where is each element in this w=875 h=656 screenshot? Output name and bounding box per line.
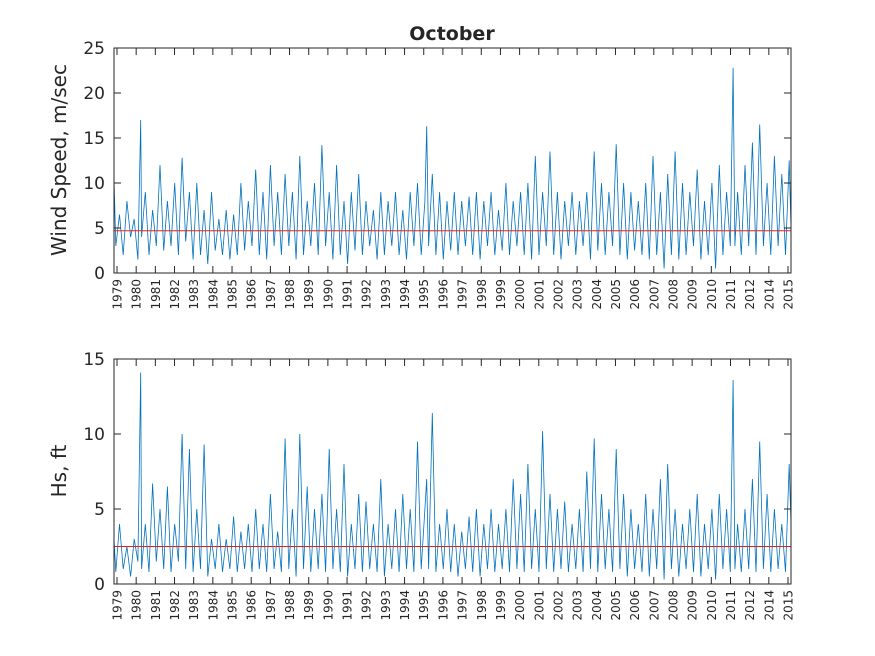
x-tick-label: 1996	[436, 279, 450, 310]
x-tick-label: 1997	[456, 279, 470, 310]
y-tick-label: 0	[94, 575, 105, 595]
x-tick-label: 1986	[245, 590, 259, 621]
x-tick-label: 1985	[226, 279, 240, 310]
x-tick-label: 1998	[475, 590, 489, 621]
x-tick-label: 1983	[187, 279, 201, 310]
x-tick-label: 2006	[628, 279, 642, 310]
x-tick-label: 1979	[111, 590, 125, 621]
x-tick-label: 1992	[360, 590, 374, 621]
x-tick-label: 1980	[130, 279, 144, 310]
x-tick-label: 1990	[321, 279, 335, 310]
x-tick-label: 2005	[609, 590, 623, 621]
y-tick-label: 15	[83, 350, 105, 370]
x-tick-label: 1988	[283, 590, 297, 621]
x-tick-label: 2014	[762, 279, 776, 310]
x-tick-label: 1980	[130, 590, 144, 621]
x-tick-label: 2008	[667, 590, 681, 621]
x-tick-label: 1995	[417, 590, 431, 621]
x-tick-label: 1989	[302, 590, 316, 621]
x-tick-label: 2004	[590, 279, 604, 310]
x-tick-label: 1991	[341, 279, 355, 310]
x-tick-label: 2001	[532, 279, 546, 310]
x-tick-label: 2003	[571, 590, 585, 621]
y-tick-label: 5	[94, 500, 105, 520]
x-tick-label: 2010	[705, 590, 719, 621]
x-tick-label: 2012	[743, 590, 757, 621]
x-tick-label: 1984	[206, 279, 220, 310]
x-tick-label: 1981	[149, 590, 163, 621]
x-tick-label: 2002	[551, 590, 565, 621]
x-tick-label: 2002	[551, 279, 565, 310]
x-tick-label: 1992	[360, 279, 374, 310]
wave-height-series-line	[113, 372, 792, 580]
x-tick-label: 2015	[782, 279, 796, 310]
x-tick-label: 1982	[168, 279, 182, 310]
x-tick-label: 1988	[283, 279, 297, 310]
x-tick-label: 1993	[379, 590, 393, 621]
x-tick-label: 1979	[111, 279, 125, 310]
x-tick-label: 1987	[264, 590, 278, 621]
x-tick-label: 2009	[686, 590, 700, 621]
x-tick-label: 2004	[590, 590, 604, 621]
x-tick-label: 1996	[436, 590, 450, 621]
x-tick-label: 1999	[494, 590, 508, 621]
x-tick-label: 1982	[168, 590, 182, 621]
x-tick-label: 1990	[321, 590, 335, 621]
y-tick-label: 5	[94, 219, 105, 239]
x-tick-label: 2006	[628, 590, 642, 621]
wind-speed-axes-box	[113, 47, 792, 274]
y-tick-label: 10	[83, 174, 105, 194]
x-tick-label: 2010	[705, 279, 719, 310]
x-tick-label: 1981	[149, 279, 163, 310]
x-tick-label: 2011	[724, 590, 738, 621]
x-tick-label: 1994	[398, 279, 412, 310]
x-tick-label: 1989	[302, 279, 316, 310]
x-tick-label: 2015	[782, 590, 796, 621]
x-tick-label: 2012	[743, 279, 757, 310]
x-tick-label: 2000	[513, 590, 527, 621]
wind-speed-x-ticks: 1979 1980 1981 1982 1983 1984 1985 1986 1987 1988…	[111, 48, 796, 310]
x-tick-label: 1995	[417, 279, 431, 310]
x-tick-label: 2005	[609, 279, 623, 310]
x-tick-label: 1985	[226, 590, 240, 621]
x-tick-label: 1993	[379, 279, 393, 310]
x-tick-label: 1984	[206, 590, 220, 621]
y-tick-label: 25	[83, 39, 105, 59]
y-tick-label: 15	[83, 129, 105, 149]
x-tick-label: 1998	[475, 279, 489, 310]
wind-speed-y-axis-label: Wind Speed, m/sec	[47, 64, 71, 256]
wave-height-x-ticks: 1979 1980 1981 1982 1983 1984 1985 1986 1987 1988…	[111, 359, 796, 621]
wave-height-y-ticks: 0 5 10 15	[83, 350, 791, 595]
wave-height-axes-box	[113, 358, 792, 585]
wave-height-series	[113, 372, 792, 580]
x-tick-label: 2000	[513, 279, 527, 310]
x-tick-label: 1986	[245, 279, 259, 310]
x-tick-label: 1983	[187, 590, 201, 621]
x-tick-label: 1987	[264, 279, 278, 310]
wind-speed-series	[113, 67, 792, 269]
x-tick-label: 2014	[762, 590, 776, 621]
y-tick-label: 10	[83, 425, 105, 445]
x-tick-label: 2009	[686, 279, 700, 310]
x-tick-label: 2001	[532, 590, 546, 621]
x-tick-label: 1999	[494, 279, 508, 310]
x-tick-label: 1991	[341, 590, 355, 621]
x-tick-label: 2008	[667, 279, 681, 310]
x-tick-label: 2007	[647, 279, 661, 310]
y-tick-label: 20	[83, 84, 105, 104]
x-tick-label: 2007	[647, 590, 661, 621]
y-tick-label: 0	[94, 264, 105, 284]
wave-height-y-axis-label: Hs, ft	[47, 444, 71, 497]
x-tick-label: 2003	[571, 279, 585, 310]
x-tick-label: 1994	[398, 590, 412, 621]
x-tick-label: 1997	[456, 590, 470, 621]
wind-speed-y-ticks: 0 5 10 15 20 25	[83, 39, 791, 284]
chart-title: October	[409, 23, 495, 45]
wind-speed-series-line	[113, 67, 792, 269]
x-tick-label: 2011	[724, 279, 738, 310]
